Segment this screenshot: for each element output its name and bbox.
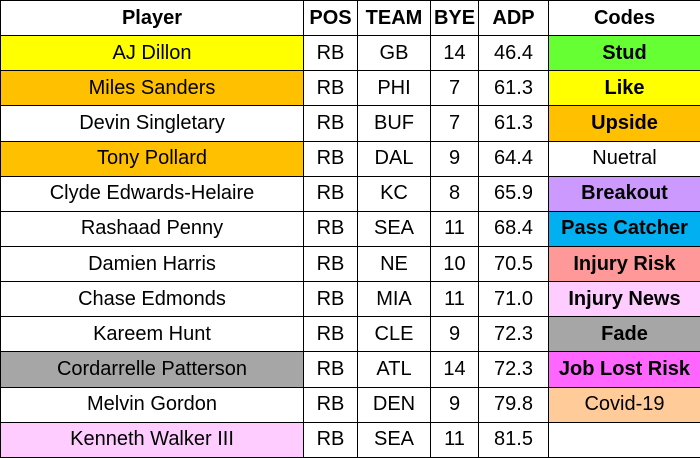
column-header: Player <box>0 0 304 37</box>
player-row: Chase Edmonds RB MIA 11 71.0 Injury News <box>0 281 700 318</box>
stat-cell: 14 <box>430 35 479 72</box>
player-row: Melvin Gordon RB DEN 9 79.8 Covid-19 <box>0 386 700 423</box>
stat-cell: 8 <box>430 175 479 212</box>
stat-cell: RB <box>303 35 358 72</box>
player-cell: Kenneth Walker III <box>0 421 304 458</box>
stat-cell: 9 <box>430 140 479 177</box>
stat-cell: BUF <box>357 105 431 142</box>
code-cell: Upside <box>548 105 700 142</box>
player-row: Kareem Hunt RB CLE 9 72.3 Fade <box>0 316 700 353</box>
player-cell: Tony Pollard <box>0 140 304 177</box>
code-cell <box>548 421 700 458</box>
stat-cell: 72.3 <box>478 316 549 353</box>
stat-cell: 7 <box>430 105 479 142</box>
stat-cell: RB <box>303 245 358 283</box>
player-row: Clyde Edwards-Helaire RB KC 8 65.9 Breakout <box>0 175 700 212</box>
stat-cell: CLE <box>357 316 431 353</box>
code-cell: Covid-19 <box>548 386 700 423</box>
player-row: Tony Pollard RB DAL 9 64.4 Nuetral <box>0 140 700 177</box>
player-cell: Melvin Gordon <box>0 386 304 423</box>
stat-cell: ATL <box>357 351 431 388</box>
code-cell: Breakout <box>548 175 700 212</box>
player-row: Devin Singletary RB BUF 7 61.3 Upside <box>0 105 700 142</box>
player-cell: Damien Harris <box>0 245 304 283</box>
code-cell: Injury News <box>548 281 700 318</box>
stat-cell: RB <box>303 70 358 107</box>
stat-cell: KC <box>357 175 431 212</box>
code-cell: Stud <box>548 35 700 72</box>
stat-cell: MIA <box>357 281 431 318</box>
code-cell: Job Lost Risk <box>548 351 700 388</box>
stat-cell: RB <box>303 351 358 388</box>
stat-cell: 11 <box>430 421 479 458</box>
stat-cell: RB <box>303 210 358 247</box>
player-cell: Cordarrelle Patterson <box>0 351 304 388</box>
player-cell: Kareem Hunt <box>0 316 304 353</box>
player-cell: AJ Dillon <box>0 35 304 72</box>
player-row: Rashaad Penny RB SEA 11 68.4 Pass Catcher <box>0 210 700 247</box>
code-cell: Fade <box>548 316 700 353</box>
player-cell: Clyde Edwards-Helaire <box>0 175 304 212</box>
stat-cell: RB <box>303 281 358 318</box>
stat-cell: 61.3 <box>478 105 549 142</box>
column-header: BYE <box>430 0 479 37</box>
stat-cell: DEN <box>357 386 431 423</box>
player-row: Cordarrelle Patterson RB ATL 14 72.3 Job Lost… <box>0 351 700 388</box>
stat-cell: DAL <box>357 140 431 177</box>
player-row: Kenneth Walker III RB SEA 11 81.5 <box>0 421 700 458</box>
player-row: Damien Harris RB NE 10 70.5 Injury Risk <box>0 245 700 283</box>
stat-cell: 61.3 <box>478 70 549 107</box>
player-row: Miles Sanders RB PHI 7 61.3 Like <box>0 70 700 107</box>
code-cell: Nuetral <box>548 140 700 177</box>
stat-cell: SEA <box>357 421 431 458</box>
header-row: Player POS TEAM BYE ADP Codes <box>0 0 700 37</box>
player-cell: Miles Sanders <box>0 70 304 107</box>
stat-cell: 10 <box>430 245 479 283</box>
stat-cell: RB <box>303 386 358 423</box>
stat-cell: 64.4 <box>478 140 549 177</box>
stat-cell: 46.4 <box>478 35 549 72</box>
stat-cell: SEA <box>357 210 431 247</box>
stat-cell: 81.5 <box>478 421 549 458</box>
stat-cell: 11 <box>430 210 479 247</box>
player-cell: Devin Singletary <box>0 105 304 142</box>
stat-cell: 65.9 <box>478 175 549 212</box>
column-header: Codes <box>548 0 700 37</box>
stat-cell: 11 <box>430 281 479 318</box>
stat-cell: PHI <box>357 70 431 107</box>
stat-cell: 68.4 <box>478 210 549 247</box>
code-cell: Injury Risk <box>548 245 700 283</box>
player-cell: Chase Edmonds <box>0 281 304 318</box>
stat-cell: RB <box>303 421 358 458</box>
column-header: ADP <box>478 0 549 37</box>
stat-cell: RB <box>303 175 358 212</box>
column-header: TEAM <box>357 0 431 37</box>
stat-cell: 70.5 <box>478 245 549 283</box>
stat-cell: GB <box>357 35 431 72</box>
stat-cell: RB <box>303 316 358 353</box>
stat-cell: NE <box>357 245 431 283</box>
column-header: POS <box>303 0 358 37</box>
player-row: AJ Dillon RB GB 14 46.4 Stud <box>0 35 700 72</box>
stat-cell: 79.8 <box>478 386 549 423</box>
stat-cell: RB <box>303 140 358 177</box>
stat-cell: 7 <box>430 70 479 107</box>
code-cell: Pass Catcher <box>548 210 700 247</box>
stat-cell: 14 <box>430 351 479 388</box>
stat-cell: 9 <box>430 316 479 353</box>
code-cell: Like <box>548 70 700 107</box>
stat-cell: RB <box>303 105 358 142</box>
stat-cell: 72.3 <box>478 351 549 388</box>
stat-cell: 71.0 <box>478 281 549 318</box>
stat-cell: 9 <box>430 386 479 423</box>
player-cell: Rashaad Penny <box>0 210 304 247</box>
